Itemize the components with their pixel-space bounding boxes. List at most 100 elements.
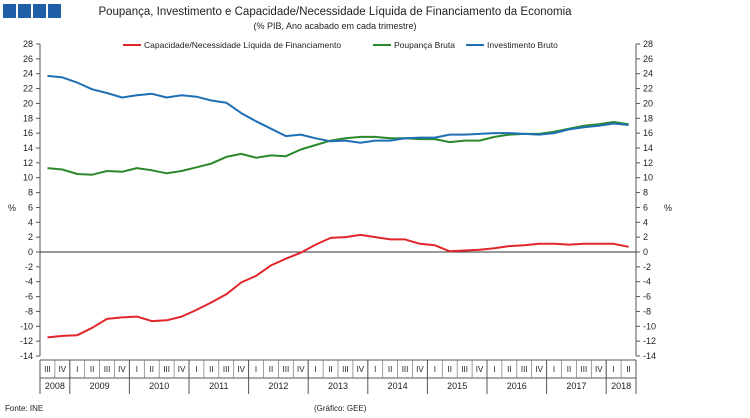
chart-title: Poupança, Investimento e Capacidade/Nece… <box>98 6 572 18</box>
x-quarter-label: I <box>374 365 376 374</box>
y-tick-label-left: 18 <box>23 113 33 123</box>
y-tick-label-left: 6 <box>28 202 33 212</box>
x-year-label: 2016 <box>507 381 527 391</box>
y-tick-label-left: -6 <box>25 292 33 302</box>
y-tick-label-left: 10 <box>23 173 33 183</box>
x-quarter-label: II <box>328 365 332 374</box>
legend-label-2: Poupança Bruta <box>394 40 455 50</box>
y-tick-label-left: 4 <box>28 217 33 227</box>
series-line-2 <box>47 121 629 176</box>
x-year-label: 2015 <box>447 381 467 391</box>
x-quarter-label: I <box>553 365 555 374</box>
legend-label-3: Investimento Bruto <box>487 40 558 50</box>
x-quarter-label: III <box>521 365 528 374</box>
x-quarter-label: IV <box>297 365 305 374</box>
x-quarter-label: II <box>269 365 273 374</box>
x-quarter-label: I <box>195 365 197 374</box>
x-quarter-label: III <box>461 365 468 374</box>
x-quarter-label: IV <box>416 365 424 374</box>
x-quarter-label: II <box>388 365 392 374</box>
x-quarter-label: III <box>223 365 230 374</box>
y-tick-label-right: -4 <box>643 277 651 287</box>
y-tick-label-right: 28 <box>643 39 653 49</box>
y-tick-label-left: 2 <box>28 232 33 242</box>
x-quarter-label: III <box>342 365 349 374</box>
y-tick-label-left: -12 <box>20 336 33 346</box>
x-quarter-label: IV <box>118 365 126 374</box>
x-quarter-label: I <box>493 365 495 374</box>
x-year-label: 2012 <box>268 381 288 391</box>
x-quarter-label: IV <box>357 365 365 374</box>
x-quarter-label: II <box>507 365 511 374</box>
y-tick-label-right: 6 <box>643 202 648 212</box>
credit-note: (Gráfico: GEE) <box>314 404 367 413</box>
logo-block <box>33 4 46 18</box>
x-quarter-label: I <box>255 365 257 374</box>
x-quarter-label: I <box>136 365 138 374</box>
y-tick-label-right: 22 <box>643 84 653 94</box>
y-tick-label-right: 2 <box>643 232 648 242</box>
y-tick-label-right: -12 <box>643 336 656 346</box>
x-quarter-label: II <box>626 365 630 374</box>
x-quarter-label: IV <box>476 365 484 374</box>
y-tick-label-left: 20 <box>23 98 33 108</box>
y-axis-label-left: % <box>8 203 16 213</box>
x-quarter-label: IV <box>237 365 245 374</box>
chart-subtitle: (% PIB, Ano acabado em cada trimestre) <box>253 21 416 31</box>
y-tick-label-right: 24 <box>643 69 653 79</box>
y-tick-label-left: 22 <box>23 84 33 94</box>
logo-block <box>48 4 61 18</box>
x-quarter-label: III <box>283 365 290 374</box>
y-tick-label-left: 14 <box>23 143 33 153</box>
y-tick-label-left: 8 <box>28 188 33 198</box>
y-tick-label-right: -8 <box>643 306 651 316</box>
x-year-label: 2008 <box>45 381 65 391</box>
series-line-1 <box>47 233 629 339</box>
source-note: Fonte: INE <box>5 404 43 413</box>
y-tick-label-left: -10 <box>20 321 33 331</box>
x-quarter-label: II <box>150 365 154 374</box>
logo-block <box>3 4 16 18</box>
x-year-label: 2011 <box>209 381 228 391</box>
x-quarter-label: IV <box>178 365 186 374</box>
y-tick-label-left: 16 <box>23 128 33 138</box>
y-tick-label-left: 28 <box>23 39 33 49</box>
x-quarter-label: I <box>613 365 615 374</box>
y-tick-label-right: 8 <box>643 188 648 198</box>
x-year-label: 2014 <box>388 381 408 391</box>
x-year-label: 2010 <box>149 381 169 391</box>
x-quarter-label: IV <box>535 365 543 374</box>
y-tick-label-right: 0 <box>643 247 648 257</box>
y-tick-label-left: 24 <box>23 69 33 79</box>
x-quarter-label: I <box>76 365 78 374</box>
x-year-label: 2009 <box>90 381 110 391</box>
x-quarter-label: III <box>402 365 409 374</box>
x-quarter-label: II <box>448 365 452 374</box>
y-tick-label-left: -8 <box>25 306 33 316</box>
y-tick-label-right: 20 <box>643 98 653 108</box>
logo <box>3 4 61 18</box>
y-tick-label-right: 14 <box>643 143 653 153</box>
legend: Capacidade/Necessidade Líquida de Financ… <box>123 40 558 50</box>
x-quarter-label: IV <box>595 365 603 374</box>
y-tick-label-right: -2 <box>643 262 651 272</box>
y-tick-label-left: 26 <box>23 54 33 64</box>
series-layer <box>47 74 629 339</box>
series-line-3 <box>47 74 629 144</box>
y-tick-label-left: 12 <box>23 158 33 168</box>
y-tick-label-right: 18 <box>643 113 653 123</box>
x-quarter-label: III <box>44 365 51 374</box>
x-year-label: 2013 <box>328 381 348 391</box>
x-quarter-label: III <box>104 365 111 374</box>
y-tick-label-right: 10 <box>643 173 653 183</box>
x-year-label: 2018 <box>611 381 631 391</box>
legend-label-1: Capacidade/Necessidade Líquida de Financ… <box>144 40 341 50</box>
x-quarter-label: I <box>434 365 436 374</box>
x-quarter-label: II <box>567 365 571 374</box>
y-tick-label-left: -2 <box>25 262 33 272</box>
x-quarter-label: III <box>581 365 588 374</box>
y-axis-label-right: % <box>664 203 672 213</box>
y-tick-label-right: 4 <box>643 217 648 227</box>
x-quarter-label: II <box>209 365 213 374</box>
